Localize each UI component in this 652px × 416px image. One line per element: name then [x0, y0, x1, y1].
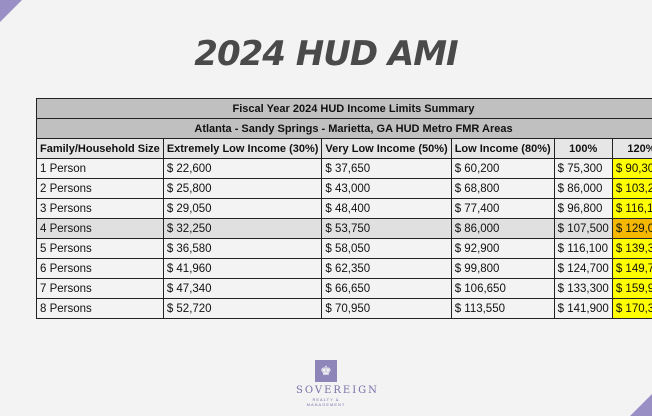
table-row: 3 Persons $ 29,050 $ 48,400 $ 77,400 $ 96,80… — [36, 198, 652, 219]
income-limit-cell: $ 70,950 — [321, 298, 452, 319]
household-size-cell: 5 Persons — [36, 238, 164, 259]
income-limits-table: Fiscal Year 2024 HUD Income Limits Summa… — [36, 98, 652, 319]
income-limit-cell: $ 77,400 — [450, 198, 555, 219]
household-size-cell: 4 Persons — [36, 218, 164, 239]
table-row: 7 Persons $ 47,340 $ 66,650 $ 106,650 $ 133,… — [36, 278, 652, 299]
header-household-size: Family/Household Size — [36, 138, 164, 159]
page-title: 2024 HUD AMI — [194, 34, 458, 74]
header-low-income: Low Income (80%) — [450, 138, 555, 159]
table-row: 2 Persons $ 25,800 $ 43,000 $ 68,800 $ 86,00… — [36, 178, 652, 199]
header-120-percent: 120% — [611, 138, 652, 159]
household-size-cell: 8 Persons — [36, 298, 164, 319]
income-limit-cell: $ 52,720 — [162, 298, 323, 319]
income-limit-cell: $ 96,800 — [553, 198, 613, 219]
income-limit-cell: $ 37,650 — [321, 158, 452, 179]
income-limit-cell: $ 68,800 — [450, 178, 555, 199]
income-limit-cell: $ 141,900 — [553, 298, 613, 319]
income-limit-cell: $ 47,340 — [162, 278, 323, 299]
household-size-cell: 2 Persons — [36, 178, 164, 199]
header-extremely-low: Extremely Low Income (30%) — [162, 138, 323, 159]
income-limit-cell: $ 129,000 — [611, 218, 652, 239]
header-100-percent: 100% — [553, 138, 613, 159]
income-limit-cell: $ 113,550 — [450, 298, 555, 319]
table-banner-row: Fiscal Year 2024 HUD Income Limits Summa… — [36, 98, 652, 119]
income-limit-cell: $ 139,350 — [611, 238, 652, 259]
household-size-cell: 1 Person — [36, 158, 164, 179]
income-limit-cell: $ 124,700 — [553, 258, 613, 279]
income-limit-cell: $ 32,250 — [162, 218, 323, 239]
table-body: 1 Person $ 22,600 $ 37,650 $ 60,200 $ 75,300… — [36, 158, 652, 319]
income-limit-cell: $ 36,580 — [162, 238, 323, 259]
income-limit-cell: $ 116,100 — [553, 238, 613, 259]
logo-tagline: REALTY & MANAGEMENT — [306, 397, 346, 407]
income-limit-cell: $ 99,800 — [450, 258, 555, 279]
income-limit-cell: $ 86,000 — [450, 218, 555, 239]
income-limit-cell: $ 149,700 — [611, 258, 652, 279]
household-size-cell: 7 Persons — [36, 278, 164, 299]
income-limit-cell: $ 43,000 — [321, 178, 452, 199]
table-banner-row: Atlanta - Sandy Springs - Marietta, GA H… — [36, 118, 652, 139]
income-limit-cell: $ 103,200 — [611, 178, 652, 199]
income-limit-cell: $ 58,050 — [321, 238, 452, 259]
household-size-cell: 6 Persons — [36, 258, 164, 279]
logo-name: SOVEREIGN — [296, 385, 379, 396]
corner-decoration-top-left — [0, 0, 22, 22]
income-limit-cell: $ 66,650 — [321, 278, 452, 299]
income-limit-cell: $ 107,500 — [553, 218, 613, 239]
income-limit-cell: $ 75,300 — [553, 158, 613, 179]
table-row: 8 Persons $ 52,720 $ 70,950 $ 113,550 $ 141,… — [36, 298, 652, 319]
income-limit-cell: $ 116,100 — [611, 198, 652, 219]
table-row: 4 Persons $ 32,250 $ 53,750 $ 86,000 $ 107,5… — [36, 218, 652, 239]
table-banner-area: Atlanta - Sandy Springs - Marietta, GA H… — [36, 118, 652, 139]
income-limit-cell: $ 22,600 — [162, 158, 323, 179]
income-limit-cell: $ 106,650 — [450, 278, 555, 299]
income-limit-cell: $ 25,800 — [162, 178, 323, 199]
household-size-cell: 3 Persons — [36, 198, 164, 219]
income-limit-cell: $ 86,000 — [553, 178, 613, 199]
income-limit-cell: $ 53,750 — [321, 218, 452, 239]
header-very-low: Very Low Income (50%) — [321, 138, 452, 159]
income-limit-cell: $ 92,900 — [450, 238, 555, 259]
income-limit-cell: $ 41,960 — [162, 258, 323, 279]
company-logo: ♚ SOVEREIGN REALTY & MANAGEMENT — [296, 360, 379, 407]
table-row: 1 Person $ 22,600 $ 37,650 $ 60,200 $ 75,300… — [36, 158, 652, 179]
income-limit-cell: $ 90,300 — [611, 158, 652, 179]
income-limit-cell: $ 60,200 — [450, 158, 555, 179]
table-row: 5 Persons $ 36,580 $ 58,050 $ 92,900 $ 116,1… — [36, 238, 652, 259]
income-limit-cell: $ 29,050 — [162, 198, 323, 219]
table-row: 6 Persons $ 41,960 $ 62,350 $ 99,800 $ 124,7… — [36, 258, 652, 279]
income-limit-cell: $ 133,300 — [553, 278, 613, 299]
table-banner-title: Fiscal Year 2024 HUD Income Limits Summa… — [36, 98, 652, 119]
crown-icon: ♚ — [315, 360, 337, 382]
income-limit-cell: $ 48,400 — [321, 198, 452, 219]
income-limit-cell: $ 62,350 — [321, 258, 452, 279]
income-limit-cell: $ 170,325 — [611, 298, 652, 319]
corner-decoration-bottom-right — [630, 394, 652, 416]
table-header-row: Family/Household Size Extremely Low Inco… — [36, 138, 652, 159]
income-limit-cell: $ 159,975 — [611, 278, 652, 299]
